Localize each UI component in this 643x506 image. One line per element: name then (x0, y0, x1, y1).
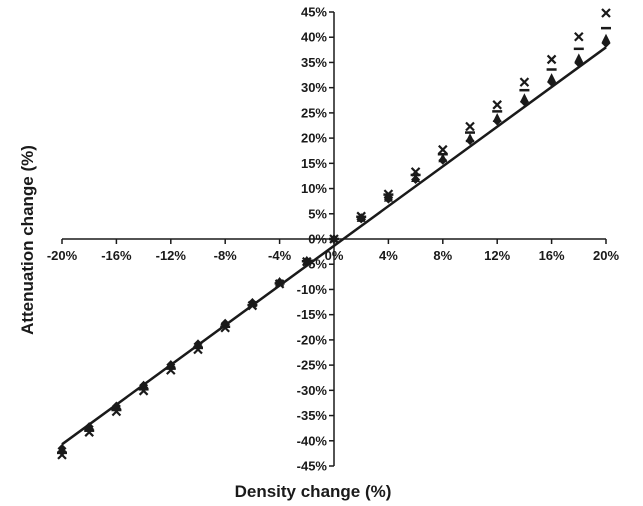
triangle-marker (519, 93, 529, 103)
x-tick-labels: -20% -16% -12% -8% -4% 0% 4% 8% 12% 16% 20% (47, 248, 620, 263)
x-tick-label: 0% (325, 248, 344, 263)
triangle-marker (411, 172, 421, 182)
y-tick-label: 0% (308, 232, 327, 247)
x-tick-label: -16% (101, 248, 132, 263)
y-tick-label: -45% (297, 459, 328, 474)
y-tick-label: -10% (297, 282, 328, 297)
x-tick-label: 4% (379, 248, 398, 263)
x-tick-label: -4% (268, 248, 292, 263)
x-marker (438, 144, 448, 155)
triangle-marker (547, 73, 557, 83)
trendline-group (61, 46, 607, 446)
y-tick-label: 20% (301, 131, 327, 146)
x-tick-label: -12% (156, 248, 187, 263)
trendline (61, 46, 607, 446)
y-tick-label: -35% (297, 408, 328, 423)
y-tick-label: -30% (297, 383, 328, 398)
triangle-marker (465, 133, 475, 143)
x-marker (492, 100, 502, 110)
y-tick-label: 45% (301, 5, 327, 20)
triangle-marker (492, 112, 502, 122)
x-marker (601, 8, 611, 18)
x-axis-title: Density change (%) (235, 482, 392, 501)
x-tick-label: 8% (433, 248, 452, 263)
x-marker (546, 54, 557, 65)
y-tick-label: -20% (297, 332, 328, 347)
x-marker (574, 31, 584, 42)
y-tick-label: 40% (301, 30, 327, 45)
y-tick-label: 5% (308, 206, 327, 221)
y-tick-label: 15% (301, 156, 327, 171)
y-tick-label: -15% (297, 307, 328, 322)
y-tick-label: -5% (304, 257, 328, 272)
y-tick-label: 25% (301, 105, 327, 120)
y-tick-label: -25% (297, 358, 328, 373)
triangle-marker (438, 153, 448, 163)
y-axis-title: Attenuation change (%) (18, 145, 37, 335)
y-tick-label: 35% (301, 55, 327, 70)
triangle-marker (574, 53, 584, 63)
data-markers (57, 8, 611, 460)
x-tick-label: -8% (214, 248, 238, 263)
x-tick-label: 20% (593, 248, 619, 263)
y-tick-labels: 45% 40% 35% 30% 25% 20% 15% 10% 5% 0% -5% -10% -15% -… (297, 5, 328, 474)
x-marker (465, 121, 475, 132)
triangle-marker (601, 33, 611, 43)
y-tick-label: 10% (301, 181, 327, 196)
x-tick-label: 16% (539, 248, 565, 263)
y-tick-label: 30% (301, 80, 327, 95)
x-tick-label: -20% (47, 248, 78, 263)
y-tick-label: -40% (297, 433, 328, 448)
x-tick-label: 12% (484, 248, 510, 263)
triangle-marker (383, 192, 393, 202)
x-marker (519, 77, 530, 87)
